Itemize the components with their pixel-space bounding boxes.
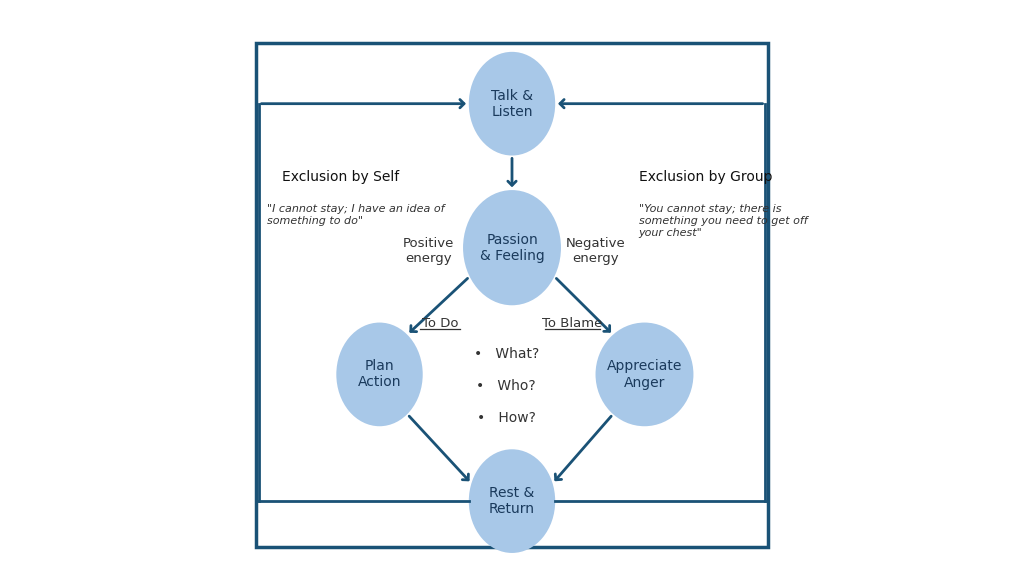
Text: •   Who?: • Who? [476, 379, 536, 393]
Text: Exclusion by Self: Exclusion by Self [282, 170, 399, 184]
Text: •   How?: • How? [477, 411, 536, 425]
Text: Talk &
Listen: Talk & Listen [490, 89, 534, 119]
Text: Negative
energy: Negative energy [565, 237, 626, 264]
Text: Exclusion by Group: Exclusion by Group [639, 170, 772, 184]
Text: To Blame: To Blame [543, 317, 603, 330]
Ellipse shape [336, 323, 423, 426]
Text: "You cannot stay; there is
something you need to get off
your chest": "You cannot stay; there is something you… [639, 204, 807, 238]
Text: "I cannot stay; I have an idea of
something to do": "I cannot stay; I have an idea of someth… [267, 204, 444, 226]
Ellipse shape [596, 323, 693, 426]
Text: Passion
& Feeling: Passion & Feeling [479, 233, 545, 263]
Text: •   What?: • What? [474, 347, 539, 361]
Text: Rest &
Return: Rest & Return [489, 486, 535, 516]
Text: To Do: To Do [422, 317, 459, 330]
Text: Plan
Action: Plan Action [357, 359, 401, 389]
Ellipse shape [469, 449, 555, 553]
Text: Positive
energy: Positive energy [402, 237, 455, 264]
Ellipse shape [469, 52, 555, 156]
Text: Appreciate
Anger: Appreciate Anger [607, 359, 682, 389]
Ellipse shape [463, 190, 561, 305]
